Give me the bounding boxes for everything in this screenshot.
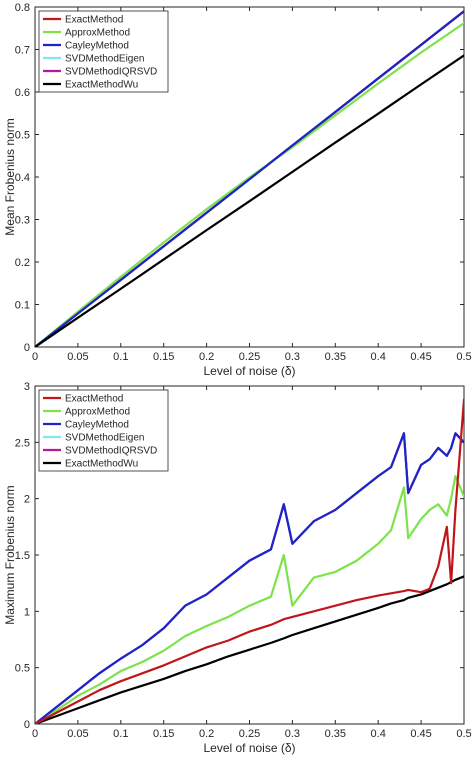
legend-label: ExactMethodWu bbox=[65, 459, 138, 470]
y-tick-label: 0.1 bbox=[15, 300, 30, 312]
x-tick-label: 0.2 bbox=[199, 728, 214, 740]
legend-label: SVDMethodEigen bbox=[65, 54, 145, 65]
legend-box bbox=[38, 10, 169, 93]
x-axis-label: Level of noise (δ) bbox=[203, 741, 295, 755]
y-tick-label: 0.3 bbox=[15, 215, 30, 227]
x-tick-label: 0.4 bbox=[371, 728, 386, 740]
y-tick-label: 0.8 bbox=[15, 2, 30, 14]
x-tick-label: 0.25 bbox=[239, 728, 260, 740]
y-axis-label: Maximum Frobenius norm bbox=[3, 485, 17, 624]
legend: ExactMethod ApproxMethod CayleyMethod SVDMe… bbox=[38, 10, 169, 93]
legend: ExactMethod ApproxMethod CayleyMethod SVDMe… bbox=[38, 389, 169, 472]
x-tick-label: 0.05 bbox=[67, 351, 88, 363]
mean-frobenius-chart: 0 0.05 0.1 0.15 0.2 0.25 0.3 0.35 0.4 0.45 0.5 0 0.1… bbox=[3, 2, 472, 378]
x-tick-label: 0.35 bbox=[325, 728, 346, 740]
x-tick-label: 0.15 bbox=[153, 351, 174, 363]
legend-label: ExactMethod bbox=[65, 394, 123, 405]
y-tick-label: 3 bbox=[24, 381, 30, 393]
legend-label: ApproxMethod bbox=[65, 28, 130, 39]
x-tick-label: 0.05 bbox=[67, 728, 88, 740]
y-tick-label: 2 bbox=[24, 494, 30, 506]
legend-label: SVDMethodIQRSVD bbox=[65, 67, 157, 78]
maximum-frobenius-chart: 0 0.05 0.1 0.15 0.2 0.25 0.3 0.35 0.4 0.45 0.5 0 0.5… bbox=[3, 381, 472, 755]
y-tick-label: 2.5 bbox=[15, 437, 30, 449]
legend-label: CayleyMethod bbox=[65, 41, 129, 52]
y-tick-label: 0.4 bbox=[15, 172, 30, 184]
legend-label: ExactMethod bbox=[65, 15, 123, 26]
legend-label: ExactMethodWu bbox=[65, 80, 138, 91]
y-tick-label: 0 bbox=[24, 719, 30, 731]
x-tick-label: 0.5 bbox=[456, 728, 471, 740]
series-line-approxmethod bbox=[35, 475, 464, 724]
y-axis-label: Mean Frobenius norm bbox=[3, 118, 17, 235]
y-tick-label: 0.2 bbox=[15, 257, 30, 269]
x-tick-label: 0 bbox=[32, 728, 38, 740]
y-tick-label: 1.5 bbox=[15, 550, 30, 562]
series-line-cayleymethod bbox=[35, 10, 464, 347]
x-tick-label: 0.35 bbox=[325, 351, 346, 363]
x-tick-label: 0.15 bbox=[153, 728, 174, 740]
y-tick-label: 1 bbox=[24, 606, 30, 618]
series-line-cayleymethod bbox=[35, 432, 464, 724]
series-line-exactmethodwu bbox=[35, 575, 464, 724]
x-tick-label: 0.3 bbox=[285, 351, 300, 363]
series-line-approxmethod bbox=[35, 22, 464, 347]
y-tick-label: 0.6 bbox=[15, 87, 30, 99]
x-tick-label: 0.3 bbox=[285, 728, 300, 740]
y-tick-label: 0.7 bbox=[15, 45, 30, 57]
x-tick-label: 0.25 bbox=[239, 351, 260, 363]
y-tick-label: 0.5 bbox=[15, 130, 30, 142]
x-tick-label: 0.2 bbox=[199, 351, 214, 363]
legend-box bbox=[38, 389, 169, 472]
series-group bbox=[35, 10, 464, 347]
series-line-exactmethod bbox=[35, 398, 464, 724]
legend-label: SVDMethodEigen bbox=[65, 433, 145, 444]
y-tick-label: 0.5 bbox=[15, 663, 30, 675]
x-tick-label: 0.1 bbox=[113, 351, 128, 363]
series-group bbox=[35, 398, 464, 724]
x-tick-label: 0.45 bbox=[410, 728, 431, 740]
x-tick-label: 0.1 bbox=[113, 728, 128, 740]
legend-label: SVDMethodIQRSVD bbox=[65, 446, 157, 457]
y-tick-label: 0 bbox=[24, 342, 30, 354]
x-tick-label: 0.45 bbox=[410, 351, 431, 363]
legend-label: ApproxMethod bbox=[65, 407, 130, 418]
series-line-exactmethodwu bbox=[35, 54, 464, 347]
x-tick-label: 0.4 bbox=[371, 351, 386, 363]
x-tick-label: 0 bbox=[32, 351, 38, 363]
x-axis-label: Level of noise (δ) bbox=[203, 364, 295, 378]
x-tick-label: 0.5 bbox=[456, 351, 471, 363]
legend-label: CayleyMethod bbox=[65, 420, 129, 431]
